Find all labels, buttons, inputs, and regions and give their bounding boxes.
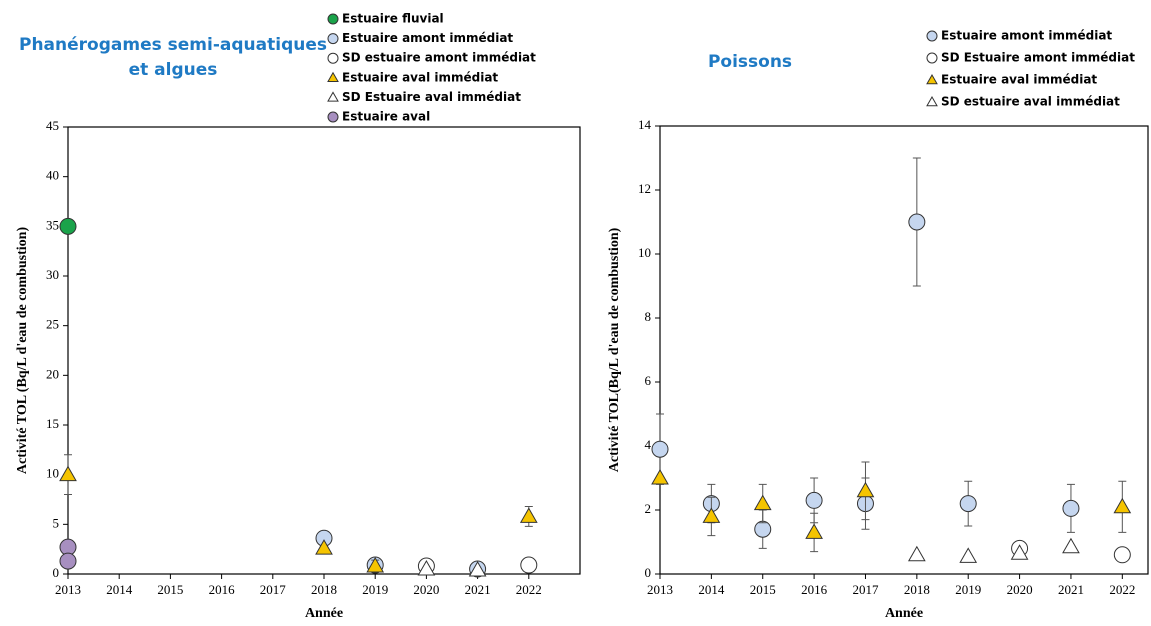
data-point: [959, 495, 977, 513]
legend-marker: [327, 33, 339, 45]
x-axis-title: Année: [305, 606, 343, 621]
x-tick-label: 2016: [801, 582, 828, 597]
x-tick-label: 2018: [904, 582, 930, 597]
x-tick-label: 2021: [465, 582, 491, 597]
x-tick-label: 2020: [1007, 582, 1033, 597]
legend-marker: [926, 30, 938, 42]
y-axis-title: Activité TOL(Bq/L d'eau de combustion): [607, 227, 622, 472]
legend-marker: [926, 95, 938, 107]
x-tick-label: 2019: [362, 582, 388, 597]
y-tick-label: 8: [645, 309, 652, 324]
y-tick-label: 40: [46, 168, 59, 183]
x-tick-label: 2019: [955, 582, 981, 597]
legend-marker: [327, 52, 339, 64]
data-point: [59, 552, 77, 570]
data-point: [651, 468, 669, 485]
data-point: [1113, 546, 1131, 564]
x-tick-label: 2017: [852, 582, 879, 597]
y-tick-label: 35: [46, 217, 59, 232]
legend-label: Estuaire aval immédiat: [342, 70, 498, 84]
x-axis-title: Année: [885, 606, 923, 621]
legend-label: SD estuaire amont immédiat: [342, 51, 536, 65]
legend-marker: [327, 91, 339, 102]
legend-label: SD estuaire aval immédiat: [941, 95, 1120, 109]
data-point: [959, 547, 978, 563]
data-point: [1113, 497, 1132, 514]
data-point: [1062, 537, 1080, 554]
y-tick-label: 6: [645, 373, 652, 388]
plot-area: [67, 126, 581, 575]
legend-marker: [926, 73, 938, 85]
data-point: [59, 217, 77, 235]
y-tick-label: 12: [638, 181, 651, 196]
y-tick-label: 5: [53, 515, 60, 530]
x-tick-label: 2018: [311, 582, 337, 597]
y-tick-label: 2: [645, 501, 652, 516]
x-tick-label: 2014: [698, 582, 725, 597]
data-point: [754, 520, 772, 538]
y-tick-label: 10: [638, 245, 651, 260]
x-tick-label: 2014: [106, 582, 133, 597]
data-point: [59, 465, 77, 482]
data-point: [702, 507, 721, 523]
y-tick-label: 15: [46, 416, 59, 431]
x-tick-label: 2017: [260, 582, 287, 597]
legend-marker: [327, 71, 339, 83]
y-axis-title: Activité TOL (Bq/L d'eau de combustion): [15, 227, 30, 475]
y-tick-label: 10: [46, 466, 59, 481]
data-point: [366, 557, 385, 573]
y-tick-label: 4: [645, 437, 652, 452]
x-tick-label: 2020: [413, 582, 439, 597]
legend-label: Estuaire aval immédiat: [941, 73, 1097, 87]
data-point: [805, 523, 823, 539]
x-tick-label: 2013: [647, 582, 673, 597]
y-tick-label: 45: [46, 118, 59, 133]
x-tick-label: 2022: [516, 582, 542, 597]
data-point: [1062, 499, 1080, 517]
legend-label: Estuaire amont immédiat: [941, 29, 1112, 43]
legend-marker: [327, 111, 339, 123]
y-tick-label: 30: [46, 267, 59, 282]
data-point: [651, 440, 669, 458]
legend-label: SD Estuaire amont immédiat: [941, 51, 1135, 65]
x-tick-label: 2015: [750, 582, 776, 597]
chart-title: Poissons: [708, 52, 792, 72]
data-point: [315, 539, 333, 555]
data-point: [520, 556, 538, 574]
legend-label: Estuaire fluvial: [342, 12, 444, 26]
x-tick-label: 2022: [1109, 582, 1135, 597]
data-point: [907, 545, 926, 562]
x-tick-label: 2015: [157, 582, 183, 597]
data-point: [805, 491, 823, 509]
legend-label: Estuaire aval: [342, 110, 430, 124]
legend-marker: [327, 13, 339, 25]
y-tick-label: 14: [638, 117, 652, 132]
x-tick-label: 2013: [55, 582, 81, 597]
data-point: [1010, 544, 1029, 560]
data-point: [908, 213, 926, 231]
x-tick-label: 2021: [1058, 582, 1084, 597]
y-tick-label: 20: [46, 366, 59, 381]
y-tick-label: 0: [645, 565, 652, 580]
legend-label: SD Estuaire aval immédiat: [342, 90, 521, 104]
y-tick-label: 0: [53, 565, 60, 580]
data-point: [417, 560, 436, 576]
x-tick-label: 2016: [209, 582, 236, 597]
legend-marker: [926, 52, 938, 64]
chart-title: Phanérogames semi-aquatiques: [19, 35, 327, 55]
legend-label: Estuaire amont immédiat: [342, 31, 513, 45]
plot-area: [659, 125, 1149, 575]
data-point: [856, 481, 875, 498]
data-point: [519, 507, 538, 523]
data-point: [468, 561, 487, 577]
chart-title: et algues: [129, 60, 218, 80]
y-tick-label: 25: [46, 317, 59, 332]
data-point: [753, 494, 772, 511]
